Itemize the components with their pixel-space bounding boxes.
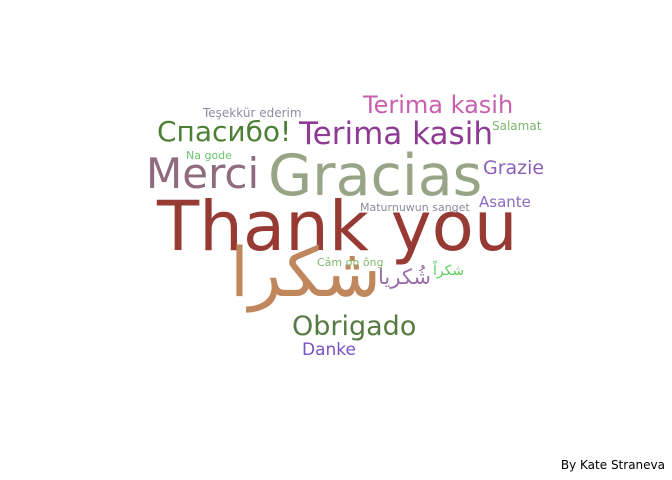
word-cam-on-ong: Cảm ơn ông xyxy=(317,257,384,268)
word-asante: Asante xyxy=(479,195,531,210)
word-tesekkur: Teşekkür ederim xyxy=(203,107,302,119)
word-danke: Danke xyxy=(302,342,356,359)
word-gracias: Gracias xyxy=(268,148,482,205)
word-urdu: شُکریا xyxy=(378,267,431,288)
word-na-gode: Na gode xyxy=(186,150,232,161)
word-obrigado: Obrigado xyxy=(292,313,416,340)
word-arabic-small: شكراً xyxy=(433,264,464,278)
word-maturnuwun: Maturnuwun sanget xyxy=(360,202,470,213)
word-salamat: Salamat xyxy=(492,120,541,132)
word-terima-kasih-1: Terima kasih xyxy=(299,119,493,150)
word-arabic-large: شكرا xyxy=(230,240,381,308)
word-terima-kasih-2: Terima kasih xyxy=(363,93,513,117)
word-grazie: Grazie xyxy=(483,159,544,178)
word-spasibo: Спасибо! xyxy=(157,118,291,146)
author-credit: By Kate Straneva xyxy=(561,459,665,471)
